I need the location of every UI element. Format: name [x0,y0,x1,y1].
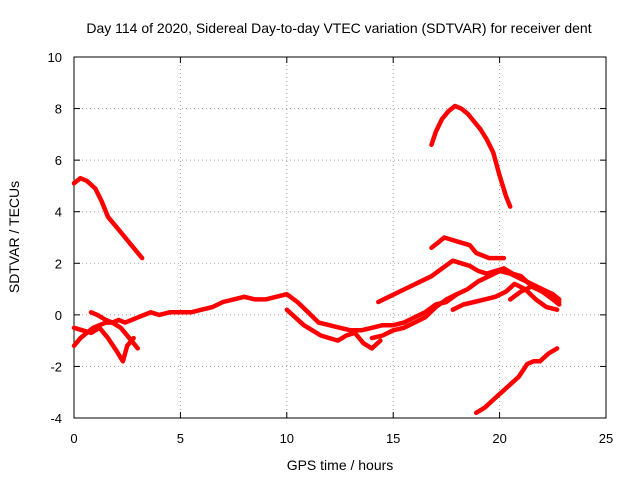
y-tick-label: -2 [50,359,62,374]
y-tick-label: 4 [55,205,62,220]
y-tick-label: 6 [55,153,62,168]
series-group [71,103,562,416]
series-line-s5 [71,325,136,364]
y-tick-label: 2 [55,256,62,271]
x-axis-label: GPS time / hours [287,457,394,473]
series-line-s2 [429,103,513,209]
x-tick-label: 25 [599,431,613,446]
series-line-s6 [88,310,141,351]
y-tick-label: 8 [55,102,62,117]
x-tick-label: 5 [177,431,184,446]
x-tick-label: 10 [280,431,294,446]
series-line-s10 [450,281,560,312]
plot-frame [73,56,607,419]
y-tick-label: -4 [50,411,62,426]
chart-title: Day 114 of 2020, Sidereal Day-to-day VTE… [86,20,591,36]
series-line-s12 [473,346,560,416]
y-tick-label: 10 [48,50,62,65]
series-line-s11 [507,284,562,307]
axis-ticks: 0 5 10 15 20 25 -4 -2 0 2 4 6 8 10 [48,50,614,446]
y-tick-label: 0 [55,308,62,323]
x-tick-label: 0 [70,431,77,446]
series-line-s3 [429,235,507,261]
series-line-s1 [71,175,145,261]
series-line-s9 [369,291,460,341]
series-line-s7 [284,307,383,351]
y-axis-label: SDTVAR / TECUs [6,181,22,293]
x-tick-label: 15 [386,431,400,446]
x-tick-label: 20 [492,431,506,446]
series-line-s4 [71,268,562,349]
